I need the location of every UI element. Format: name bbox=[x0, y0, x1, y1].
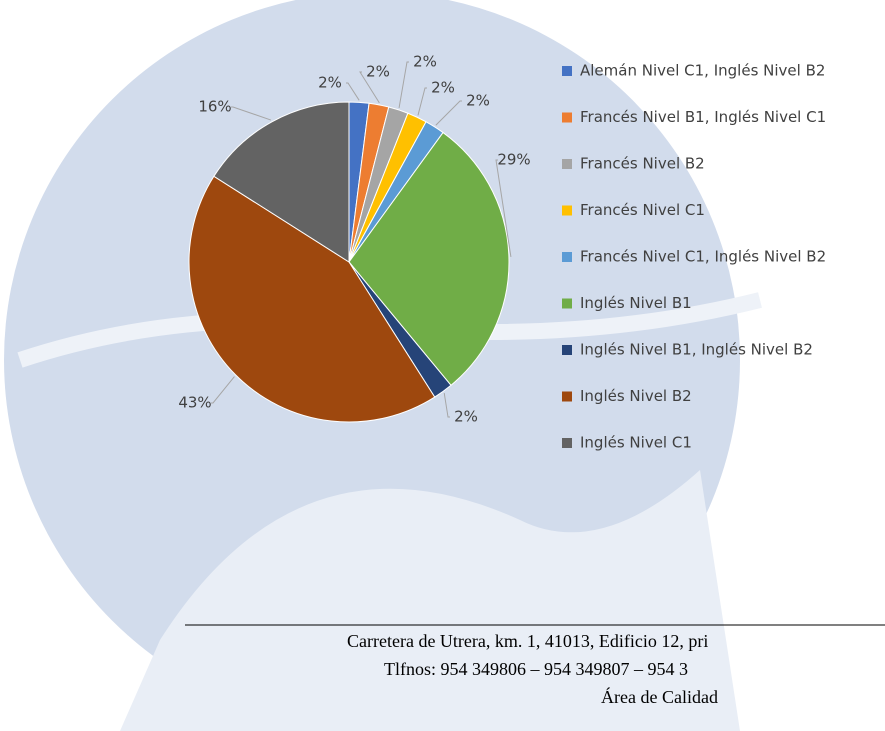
footer-line: Área de Calidad bbox=[601, 686, 718, 707]
legend-swatch bbox=[562, 66, 572, 76]
data-label: 16% bbox=[198, 98, 231, 116]
pie-slice bbox=[213, 101, 350, 263]
legend-label: Inglés Nivel B1 bbox=[580, 294, 692, 312]
data-label: 2% bbox=[454, 408, 478, 426]
leader-line bbox=[346, 82, 360, 101]
legend-label: Inglés Nivel B2 bbox=[580, 387, 692, 405]
data-label: 2% bbox=[413, 53, 437, 71]
data-label: 2% bbox=[431, 79, 455, 97]
leader-line bbox=[417, 87, 427, 116]
pie-slice bbox=[188, 175, 436, 423]
leader-line bbox=[435, 100, 462, 126]
data-label: 29% bbox=[497, 151, 530, 169]
legend-swatch bbox=[562, 345, 572, 355]
data-label: 2% bbox=[466, 92, 490, 110]
legend-label: Alemán Nivel C1, Inglés Nivel B2 bbox=[580, 62, 825, 80]
watermark-waves bbox=[120, 470, 740, 731]
legend-swatch bbox=[562, 252, 572, 262]
leader-line bbox=[211, 376, 235, 404]
legend-swatch bbox=[562, 391, 572, 402]
legend-swatch bbox=[562, 205, 572, 216]
legend-label: Francés Nivel C1 bbox=[580, 201, 705, 219]
legend-swatch bbox=[562, 298, 572, 309]
legend-swatch bbox=[562, 112, 572, 123]
data-label: 2% bbox=[318, 74, 342, 92]
leader-line bbox=[398, 61, 409, 109]
leader-line bbox=[443, 392, 450, 418]
data-label: 43% bbox=[178, 394, 211, 412]
data-label: 2% bbox=[366, 63, 390, 81]
pie-slice bbox=[348, 131, 510, 386]
legend-label: Francés Nivel B1, Inglés Nivel C1 bbox=[580, 108, 826, 126]
legend-swatch bbox=[562, 159, 572, 169]
legend-label: Inglés Nivel C1 bbox=[580, 434, 692, 452]
leader-line bbox=[495, 159, 512, 257]
leader-line bbox=[359, 71, 380, 104]
leader-line bbox=[231, 106, 272, 121]
footer-line: Carretera de Utrera, km. 1, 41013, Edifi… bbox=[347, 631, 708, 651]
legend-label: Francés Nivel C1, Inglés Nivel B2 bbox=[580, 248, 826, 266]
footer-line: Tlfnos: 954 349806 – 954 349807 – 954 3 bbox=[384, 659, 688, 679]
legend-swatch bbox=[562, 438, 572, 448]
legend-label: Francés Nivel B2 bbox=[580, 155, 705, 173]
legend-label: Inglés Nivel B1, Inglés Nivel B2 bbox=[580, 341, 813, 359]
